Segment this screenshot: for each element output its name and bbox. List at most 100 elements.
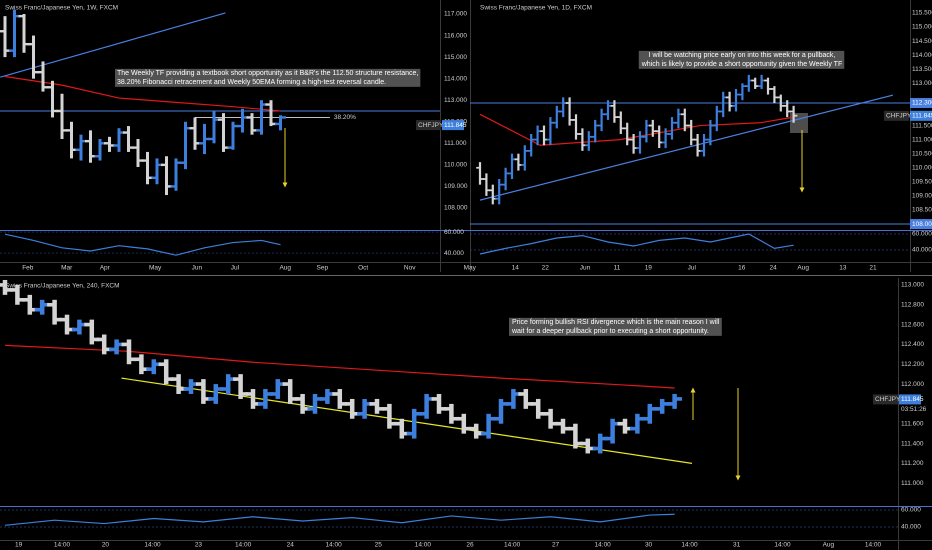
level-label-box <box>910 98 932 109</box>
x-tick-label: 20 <box>102 542 110 549</box>
trendline <box>479 94 893 201</box>
x-tick-label: 14 <box>512 265 520 272</box>
y-tick-label: 114.000 <box>912 52 932 59</box>
y-tick-label: 112.600 <box>901 321 924 328</box>
symbol-box <box>873 394 898 405</box>
countdown: 03:51:26 <box>901 406 927 413</box>
x-tick-label: 21 <box>869 265 877 272</box>
rsi-tick-label: 40.000 <box>901 524 921 531</box>
rsi-tick-label: 60.000 <box>912 231 932 238</box>
x-tick-label: 16 <box>738 265 746 272</box>
y-tick-label: 108.500 <box>912 207 932 214</box>
x-tick-label: May <box>149 265 162 272</box>
y-tick-label: 114.000 <box>444 75 467 82</box>
x-tick-label: 14:00 <box>235 542 252 549</box>
rsi-tick-label: 60.000 <box>444 229 464 236</box>
x-tick-label: 19 <box>15 542 23 549</box>
y-tick-label: 112.800 <box>901 301 924 308</box>
x-tick-label: 27 <box>552 542 560 549</box>
y-tick-label: 113.000 <box>901 282 924 289</box>
x-tick-label: 26 <box>466 542 474 549</box>
x-tick-label: 14:00 <box>144 542 161 549</box>
x-tick-label: 24 <box>770 265 778 272</box>
x-tick-label: 14:00 <box>504 542 521 549</box>
annotation-text: wait for a deeper pullback prior to exec… <box>511 328 709 335</box>
y-tick-label: 117.000 <box>444 11 467 18</box>
x-tick-label: May <box>464 265 477 272</box>
trendline <box>0 12 226 78</box>
y-tick-label: 111.000 <box>912 136 932 143</box>
level-label: 108.000 <box>912 221 932 228</box>
y-tick-label: 112.000 <box>901 381 924 388</box>
annotation-text: I will be watching price early on into t… <box>649 52 836 59</box>
x-tick-label: Jul <box>231 265 240 272</box>
rsi-line <box>4 513 675 526</box>
y-tick-label: 111.000 <box>901 480 924 487</box>
chart-title: Swiss Franc/Japanese Yen, 1W, FXCM <box>5 5 118 12</box>
x-tick-label: Jul <box>688 265 697 272</box>
x-tick-label: Jun <box>580 265 591 272</box>
x-tick-label: Jun <box>192 265 203 272</box>
x-tick-label: Sep <box>317 265 329 272</box>
x-tick-label: 14:00 <box>54 542 71 549</box>
annotation-box <box>115 68 421 87</box>
y-tick-label: 113.500 <box>912 66 932 73</box>
y-tick-label: 111.000 <box>444 140 467 147</box>
symbol-label: CHFJPY <box>886 113 912 120</box>
x-tick-label: 22 <box>542 265 550 272</box>
price-label: 111.845 <box>912 113 932 120</box>
x-tick-label: Mar <box>61 265 73 272</box>
x-tick-label: Aug <box>797 265 809 272</box>
rsi-tick-label: 40.000 <box>444 250 464 257</box>
symbol-box <box>884 110 909 121</box>
x-tick-label: 13 <box>839 265 847 272</box>
x-tick-label: 14:00 <box>774 542 791 549</box>
y-tick-label: 111.500 <box>912 122 932 129</box>
y-tick-label: 113.000 <box>444 97 467 104</box>
level-label: 112.300 <box>912 100 932 107</box>
price-label-box <box>910 110 932 121</box>
x-tick-label: Oct <box>358 265 368 272</box>
level-label-box <box>910 219 932 230</box>
x-tick-label: 14:00 <box>415 542 432 549</box>
y-tick-label: 111.200 <box>901 460 924 467</box>
y-tick-label: 109.000 <box>444 183 468 190</box>
symbol-box <box>416 120 441 131</box>
rsi-tick-label: 40.000 <box>912 247 932 254</box>
y-tick-label: 111.400 <box>901 440 924 447</box>
annotation-text: 38.20% Fibonacci retracement and Weekly … <box>117 79 386 86</box>
x-tick-label: Feb <box>22 265 34 272</box>
price-label: 111.845 <box>901 396 924 403</box>
y-tick-label: 116.000 <box>444 32 467 39</box>
y-tick-label: 112.400 <box>901 341 924 348</box>
y-tick-label: 108.000 <box>444 205 468 212</box>
y-tick-label: 110.500 <box>912 150 932 157</box>
x-tick-label: 14:00 <box>865 542 882 549</box>
y-tick-label: 109.500 <box>912 179 932 186</box>
x-tick-label: Nov <box>404 265 416 272</box>
annotation-text: The Weekly TF providing a textbook short… <box>117 70 418 77</box>
annotation-box <box>638 50 845 69</box>
y-tick-label: 114.500 <box>912 38 932 45</box>
arrows <box>282 128 805 481</box>
symbol-label: CHFJPY <box>418 122 444 129</box>
x-tick-label: 14:00 <box>681 542 698 549</box>
rsi-line <box>4 233 281 256</box>
rsi-tick-label: 60.000 <box>901 507 921 514</box>
x-tick-label: 19 <box>645 265 653 272</box>
x-tick-label: Aug <box>823 542 835 549</box>
price-label-box <box>442 120 464 131</box>
chart-title: Swiss Franc/Japanese Yen, 1D, FXCM <box>480 5 592 12</box>
x-tick-label: 25 <box>375 542 383 549</box>
x-tick-label: 11 <box>614 265 621 272</box>
annotation-box <box>509 317 722 336</box>
y-tick-label: 115.000 <box>444 54 467 61</box>
x-tick-label: 23 <box>195 542 203 549</box>
y-tick-label: 113.000 <box>912 80 932 87</box>
y-tick-label: 109.000 <box>912 193 932 200</box>
x-tick-label: 30 <box>645 542 653 549</box>
y-tick-label: 112.200 <box>901 361 924 368</box>
x-tick-label: 14:00 <box>595 542 612 549</box>
